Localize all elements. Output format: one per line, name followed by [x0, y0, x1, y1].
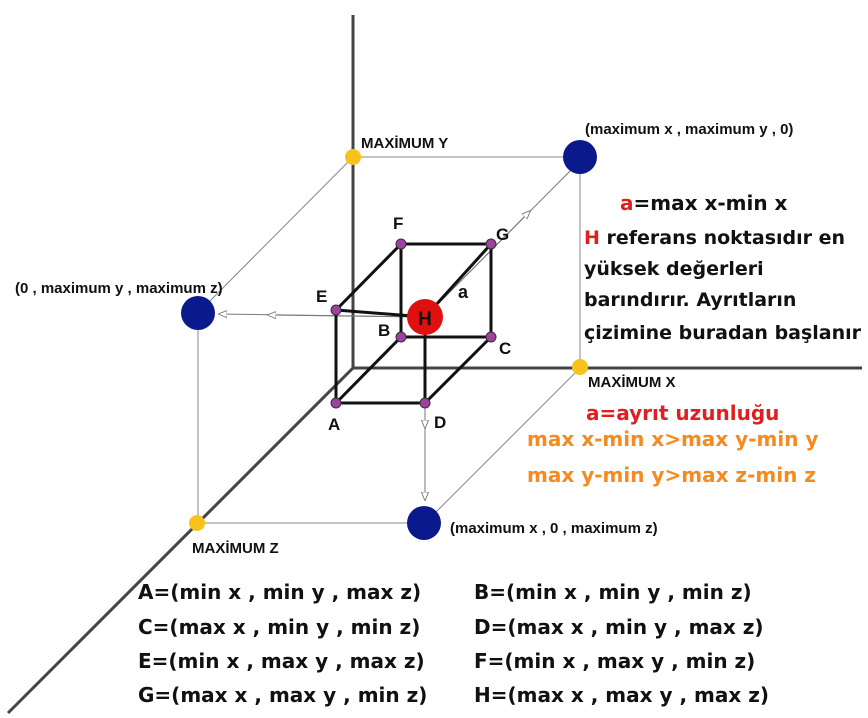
vertex-label-c: C — [499, 339, 511, 358]
vertex-label-h: H — [418, 309, 432, 330]
definition-h: H=(max x , max y , max z) — [474, 683, 769, 707]
bounding-lines — [197, 156, 581, 524]
note-line-1-prefix: a — [620, 191, 634, 215]
note-line-2-rest: referans noktasıdır en — [600, 227, 845, 249]
note-line-4: barındırır. Ayrıtların — [584, 289, 796, 311]
definition-g: G=(max x , max y , min z) — [138, 683, 427, 707]
corner-label-xz: (maximum x , 0 , maximum z) — [450, 520, 658, 537]
vertex-label-f: F — [393, 214, 403, 233]
note-line-2-prefix: H — [584, 227, 600, 249]
note-line-1-rest: =max x-min x — [634, 191, 788, 215]
definition-f: F=(min x , max y , min z) — [474, 649, 755, 673]
vertex-label-e: E — [316, 287, 327, 306]
definition-e: E=(min x , max y , max z) — [138, 649, 425, 673]
vertex-label-a: A — [328, 415, 340, 434]
note-orange-1: max x-min x>max y-min y — [527, 427, 818, 451]
note-orange-2: max y-min y>max z-min z — [527, 463, 816, 487]
max-y-point — [345, 149, 361, 165]
max-z-point — [189, 515, 205, 531]
vertex-label-d: D — [434, 413, 446, 432]
vertex-points — [330, 238, 497, 409]
note-red-line: a=ayrıt uzunluğu — [586, 401, 779, 425]
corner-label-yz: (0 , maximum y , maximum z) — [15, 280, 223, 297]
axis-label-x: MAXİMUM X — [588, 374, 676, 391]
vertex-label-g: G — [496, 225, 509, 244]
definition-c: C=(max x , min y , min z) — [138, 615, 420, 639]
h-point — [407, 299, 443, 335]
corner-xy-point — [563, 140, 597, 174]
note-line-2: H referans noktasıdır en — [584, 227, 845, 249]
max-x-point — [572, 359, 588, 375]
corner-yz-point — [181, 296, 215, 330]
edge-label-a: a — [458, 282, 469, 302]
definition-d: D=(max x , min y , max z) — [474, 615, 764, 639]
corner-label-xy: (maximum x , maximum y , 0) — [585, 121, 793, 138]
vertex-label-b: B — [378, 321, 390, 340]
note-line-3: yüksek değerleri — [584, 258, 764, 280]
z-axis — [6, 366, 355, 715]
note-line-1: a=max x-min x — [620, 191, 788, 215]
axis-label-z: MAXİMUM Z — [192, 540, 279, 557]
corner-xz-point — [407, 506, 441, 540]
axis-label-y: MAXİMUM Y — [361, 135, 448, 152]
definition-a: A=(min x , min y , max z) — [138, 580, 421, 604]
definition-b: B=(min x , min y , min z) — [474, 580, 752, 604]
note-line-5: çizimine buradan başlanır — [584, 322, 862, 344]
